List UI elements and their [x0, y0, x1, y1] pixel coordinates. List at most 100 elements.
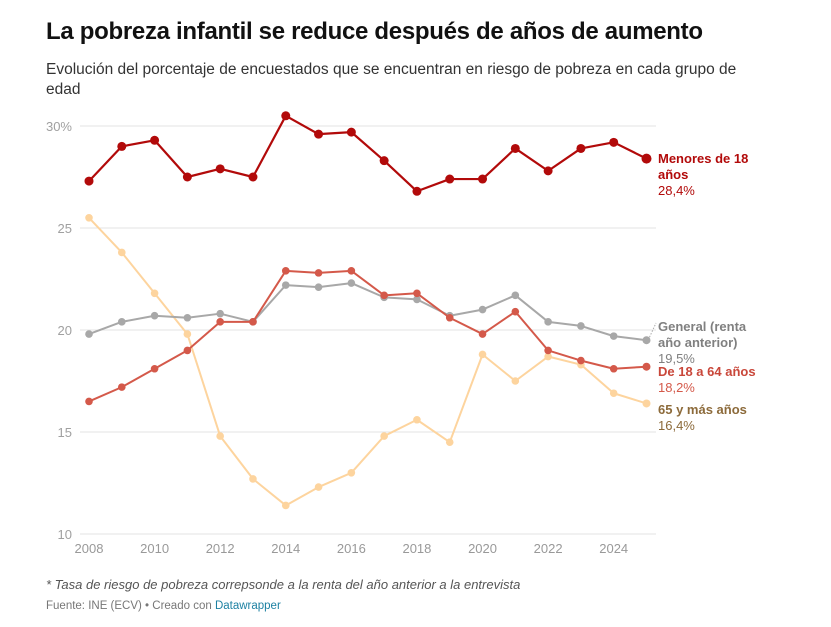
x-tick-label: 2008: [75, 541, 104, 556]
source-line: Fuente: INE (ECV) • Creado con Datawrapp…: [46, 600, 281, 612]
data-point: [642, 399, 651, 408]
data-point: [281, 111, 291, 121]
data-point: [609, 137, 619, 147]
data-point: [380, 291, 388, 300]
data-point: [413, 289, 421, 298]
data-point: [347, 279, 356, 287]
data-point: [642, 362, 651, 371]
x-tick-label: 2012: [206, 541, 235, 556]
footnote: * Tasa de riesgo de pobreza correpsonde …: [46, 577, 521, 592]
data-point: [478, 330, 487, 338]
data-point: [150, 289, 159, 298]
data-point: [150, 364, 159, 373]
series-0: [84, 111, 652, 196]
series-end-value: 18,2%: [658, 380, 695, 395]
data-point: [314, 483, 323, 491]
data-point: [85, 330, 93, 338]
series-end-value: 16,4%: [658, 418, 695, 433]
data-point: [117, 318, 126, 326]
data-point: [249, 475, 257, 483]
data-point: [577, 322, 585, 330]
data-point: [314, 283, 323, 291]
data-point: [215, 164, 225, 174]
data-point: [445, 313, 454, 322]
series-line: [88, 269, 647, 403]
series-3: [85, 214, 651, 510]
x-tick-label: 2010: [140, 541, 169, 556]
data-point: [510, 143, 520, 153]
data-point: [544, 318, 552, 326]
data-point: [445, 174, 455, 184]
y-tick-label: 30%: [46, 119, 72, 134]
data-point: [150, 311, 159, 320]
data-point: [314, 269, 323, 277]
series-end-value: 19,5%: [658, 351, 695, 366]
data-point: [85, 214, 93, 222]
data-point: [642, 336, 651, 345]
series-2: [85, 267, 651, 406]
data-point: [544, 346, 552, 355]
chart-title: La pobreza infantil se reduce después de…: [46, 18, 703, 45]
data-point: [478, 174, 488, 184]
series-name: año anterior): [658, 335, 737, 350]
data-point: [281, 281, 290, 289]
y-tick-label: 25: [58, 221, 72, 236]
series-name: General (renta: [658, 319, 747, 334]
data-point: [511, 307, 520, 316]
series-group: [84, 111, 652, 510]
series-line: [88, 282, 647, 342]
data-point: [478, 350, 487, 359]
data-point: [183, 330, 192, 338]
chart-subtitle: Evolución del porcentaje de encuestados …: [46, 61, 737, 98]
data-point: [379, 156, 389, 166]
series-name: De 18 a 64 años: [658, 364, 756, 379]
series-name: Menores de 18: [658, 151, 748, 166]
data-point: [84, 176, 94, 186]
data-point: [216, 318, 224, 326]
data-point: [478, 305, 487, 314]
data-point: [413, 295, 421, 304]
y-axis: 30% 25 20 15 10: [46, 119, 72, 542]
series-line: [88, 217, 647, 507]
data-point: [117, 248, 126, 257]
data-point: [347, 267, 356, 275]
data-point: [380, 432, 388, 440]
data-point: [609, 389, 618, 398]
gridlines: [80, 125, 656, 535]
data-point: [248, 172, 258, 182]
x-tick-label: 2018: [402, 541, 431, 556]
data-point: [544, 352, 552, 361]
label-connector: [649, 322, 657, 338]
x-tick-label: 2014: [271, 541, 300, 556]
data-point: [117, 141, 127, 151]
data-point: [150, 135, 160, 145]
data-point: [183, 313, 192, 322]
data-point: [183, 346, 192, 355]
data-point: [543, 166, 553, 176]
x-tick-label: 2016: [337, 541, 366, 556]
data-point: [412, 186, 422, 196]
x-axis: 2008 2010 2012 2014 2016 2018 2020 2022 2024: [75, 541, 629, 556]
series-name: años: [658, 167, 688, 182]
series-name: 65 y más años: [658, 402, 747, 417]
data-point: [511, 377, 520, 385]
data-point: [609, 364, 618, 373]
x-tick-label: 2022: [534, 541, 563, 556]
data-point: [445, 438, 454, 447]
source-text: Fuente: INE (ECV) • Creado con: [46, 600, 215, 612]
data-point: [511, 291, 520, 300]
data-point: [182, 172, 192, 182]
x-tick-label: 2024: [599, 541, 628, 556]
data-point: [576, 143, 586, 153]
data-point: [314, 129, 324, 139]
datawrapper-link[interactable]: Datawrapper: [214, 600, 281, 612]
data-point: [216, 309, 224, 318]
y-tick-label: 10: [58, 527, 72, 542]
data-point: [641, 153, 652, 164]
data-point: [413, 415, 421, 424]
data-point: [347, 469, 356, 477]
